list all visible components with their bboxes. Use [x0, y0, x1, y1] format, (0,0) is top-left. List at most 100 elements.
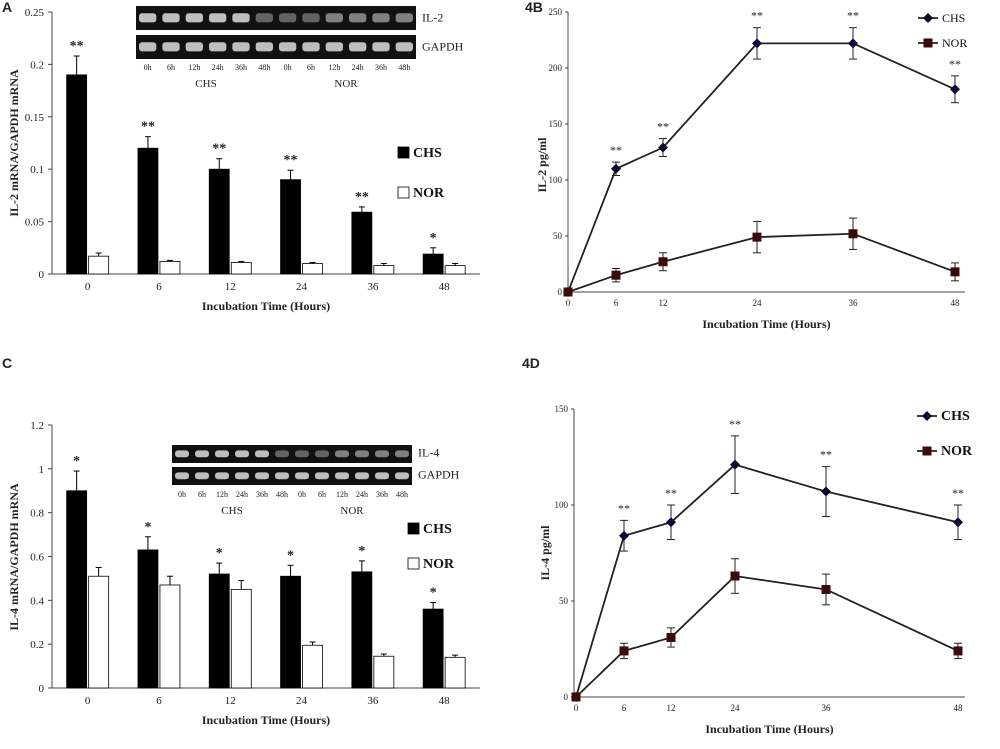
bar-nor	[230, 262, 252, 275]
y-tick-label: 100	[549, 175, 563, 185]
data-point-chs	[730, 459, 740, 470]
gel-band	[335, 450, 349, 458]
series-line-nor	[567, 232, 956, 293]
y-tick-label: 50	[559, 596, 569, 606]
gel-band	[302, 42, 320, 52]
x-tick-label: 6	[622, 703, 627, 713]
x-tick-label: 36	[822, 703, 832, 713]
gel-lane-label: 24h	[352, 63, 364, 72]
gel-group-label: CHS	[195, 78, 216, 90]
y-tick-label: 200	[549, 63, 563, 73]
bar-chs	[351, 211, 373, 275]
x-tick-label: 6	[156, 695, 162, 707]
significance-marker: **	[820, 448, 832, 462]
bar-nor	[302, 263, 323, 275]
x-tick-label: 0	[566, 298, 571, 308]
bar-chs	[66, 74, 88, 275]
y-tick-label: 0.15	[25, 112, 45, 124]
gel-band	[255, 42, 273, 52]
bar-chs	[137, 549, 159, 689]
data-point-nor	[821, 584, 831, 594]
bar-nor	[88, 575, 110, 689]
gel-lane-label: 0h	[284, 63, 292, 72]
series-line-chs	[575, 463, 959, 698]
legend-label-nor: NOR	[942, 36, 967, 50]
gel-group-label: CHS	[221, 505, 242, 517]
significance-marker: **	[284, 153, 298, 168]
bar-nor	[159, 261, 181, 275]
x-tick-label: 24	[731, 703, 741, 713]
bar-nor	[444, 265, 466, 275]
x-tick-label: 12	[225, 281, 236, 293]
y-axis-label: IL-4 pg/ml	[538, 525, 552, 581]
y-tick-label: 0	[39, 683, 45, 695]
gel-lane-label: 6h	[318, 490, 326, 499]
gel-lane-label: 48h	[396, 490, 408, 499]
gel-group-label: NOR	[340, 505, 364, 517]
gel-band	[275, 472, 289, 480]
x-tick-label: 0	[574, 703, 579, 713]
significance-marker: *	[73, 454, 80, 469]
gel-lane-label: 0h	[178, 490, 186, 499]
gel-lane-label: 0h	[144, 63, 152, 72]
significance-marker: *	[144, 520, 151, 535]
gel-band-label: IL-4	[418, 446, 439, 460]
x-tick-label: 36	[849, 298, 859, 308]
gel-strip	[136, 35, 416, 59]
legend-label-chs: CHS	[941, 409, 970, 424]
gel-lane-label: 12h	[336, 490, 348, 499]
gel-band	[315, 450, 329, 458]
y-tick-label: 0.2	[30, 639, 44, 651]
significance-marker: *	[216, 546, 223, 561]
significance-marker: *	[358, 544, 365, 559]
gel-band	[215, 472, 229, 480]
y-tick-label: 1.2	[30, 420, 44, 432]
x-tick-label: 24	[296, 695, 308, 707]
series-line-nor	[575, 575, 959, 698]
x-tick-label: 36	[367, 281, 379, 293]
gel-band	[349, 42, 367, 52]
significance-marker: **	[618, 501, 630, 515]
gel-band	[315, 472, 329, 480]
gel-band	[175, 472, 189, 480]
y-tick-label: 0	[39, 269, 45, 281]
x-axis-label: Incubation Time (Hours)	[202, 713, 330, 727]
x-axis-label: Incubation Time (Hours)	[705, 722, 833, 736]
x-tick-label: 24	[296, 281, 308, 293]
y-tick-label: 0	[558, 287, 563, 297]
gel-band	[175, 450, 189, 458]
x-tick-label: 36	[367, 695, 379, 707]
legend-swatch-nor	[397, 186, 410, 199]
gel-band	[235, 472, 249, 480]
y-tick-label: 0.05	[25, 217, 45, 229]
gel-band	[355, 472, 369, 480]
data-point-chs	[666, 517, 676, 528]
y-axis-label: IL-4 mRNA/GAPDH mRNA	[7, 483, 21, 631]
bar-chs	[137, 147, 159, 275]
legend-marker-chs	[923, 13, 933, 23]
y-tick-label: 0.25	[25, 7, 45, 19]
data-point-nor	[730, 571, 740, 581]
significance-marker: **	[141, 120, 155, 135]
gel-band	[355, 450, 369, 458]
significance-marker: **	[212, 142, 226, 157]
bar-chs	[280, 575, 301, 689]
y-tick-label: 0.6	[30, 552, 44, 564]
gel-band	[255, 13, 273, 23]
data-point-nor	[953, 646, 963, 656]
y-tick-label: 0.4	[30, 595, 44, 607]
panel-B: 4B 0 50 100 150 200 250 0 6 12 24 36 48 ** ** ** ** ** Inc…	[525, 0, 967, 331]
significance-marker: **	[355, 190, 369, 205]
panel-D: 4D 0 50 100 150 0 6 12 24 36 48 ** ** ** ** ** Incubatio…	[522, 355, 973, 736]
gel-lane-label: 36h	[375, 63, 387, 72]
legend-label-chs: CHS	[423, 522, 452, 537]
gel-lane-label: 12h	[216, 490, 228, 499]
x-tick-label: 48	[439, 695, 451, 707]
gel-band	[395, 13, 413, 23]
x-tick-label: 12	[659, 298, 668, 308]
gel-band	[372, 13, 390, 23]
legend-label-nor: NOR	[413, 186, 445, 201]
data-point-nor	[611, 270, 621, 280]
x-tick-label: 0	[85, 281, 91, 293]
gel-band	[255, 450, 269, 458]
